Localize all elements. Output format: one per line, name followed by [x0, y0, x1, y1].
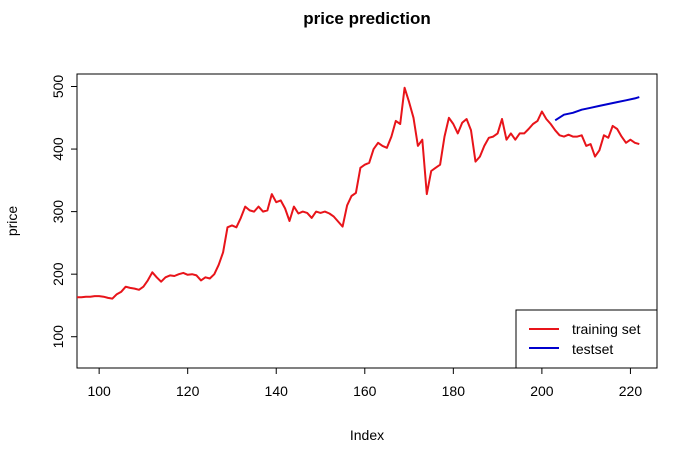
y-tick-label: 300 [50, 200, 66, 224]
x-tick-label: 120 [176, 383, 200, 399]
y-tick-label: 200 [50, 262, 66, 286]
x-tick-label: 140 [265, 383, 289, 399]
y-tick-label: 500 [50, 75, 66, 99]
y-tick-label: 400 [50, 137, 66, 161]
legend-label-testset: testset [572, 341, 613, 357]
x-axis: 100 120 140 160 180 200 220 [87, 368, 642, 399]
legend-box [515, 309, 658, 369]
x-axis-label: Index [350, 427, 384, 443]
x-tick-label: 180 [442, 383, 466, 399]
x-tick-label: 160 [353, 383, 377, 399]
training-set-line [77, 86, 640, 300]
y-axis: 100 200 300 400 500 [50, 75, 77, 349]
x-tick-label: 220 [619, 383, 643, 399]
chart-title: price prediction [303, 9, 431, 28]
x-tick-label: 100 [87, 383, 111, 399]
testset-line [554, 96, 640, 122]
legend-label-training: training set [572, 321, 641, 337]
series-layer [77, 86, 640, 300]
x-tick-label: 200 [530, 383, 554, 399]
plot-frame [76, 73, 658, 369]
y-tick-label: 100 [50, 325, 66, 349]
y-axis-label: price [4, 206, 20, 237]
legend: training set testset [515, 309, 658, 369]
